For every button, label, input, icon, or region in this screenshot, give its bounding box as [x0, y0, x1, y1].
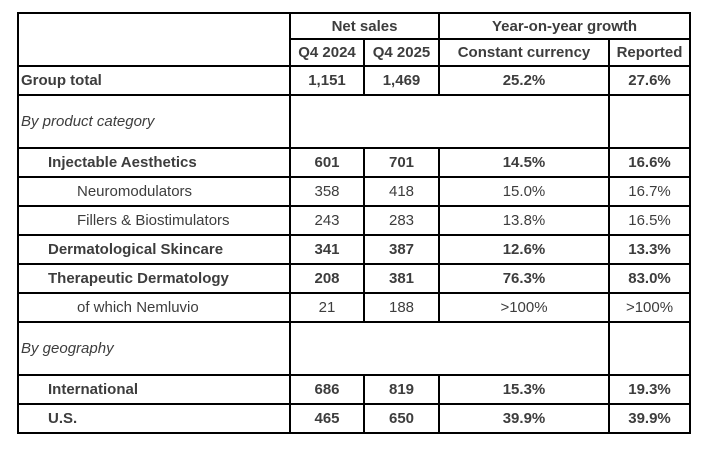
row-label-fillers-biostimulators: Fillers & Biostimulators — [17, 205, 291, 236]
corner-cell — [17, 12, 291, 67]
cell-dermatological-skincare-reported: 13.3% — [607, 234, 692, 265]
table-row-us: U.S. 465 650 39.9% 39.9% — [17, 403, 692, 434]
table-row-therapeutic-dermatology: Therapeutic Dermatology 208 381 76.3% 83.0% — [17, 263, 692, 294]
cell-injectable-aesthetics-reported: 16.6% — [607, 147, 692, 178]
section-spacer-by-product-category-reported — [607, 94, 692, 149]
table-row-neuromodulators: Neuromodulators 358 418 15.0% 16.7% — [17, 176, 692, 207]
row-label-of-which-nemluvio: of which Nemluvio — [17, 292, 291, 323]
table-row-group-total: Group total 1,151 1,469 25.2% 27.6% — [17, 65, 692, 96]
header-group-row: Net sales Year-on-year growth — [17, 12, 692, 67]
cell-us-q4-2024: 465 — [289, 403, 365, 434]
row-label-by-product-category: By product category — [17, 94, 291, 149]
column-header-q4-2024: Q4 2024 — [289, 38, 365, 67]
cell-of-which-nemluvio-q4-2024: 21 — [289, 292, 365, 323]
net-sales-growth-table: Net sales Year-on-year growth Q4 2024 Q4… — [17, 12, 692, 434]
cell-group-total-constant-currency: 25.2% — [438, 65, 610, 96]
cell-dermatological-skincare-q4-2024: 341 — [289, 234, 365, 265]
header-columns-row: Q4 2024 Q4 2025 Constant currency Report… — [18, 38, 692, 67]
cell-of-which-nemluvio-q4-2025: 188 — [363, 292, 440, 323]
cell-injectable-aesthetics-constant-currency: 14.5% — [438, 147, 610, 178]
cell-injectable-aesthetics-q4-2025: 701 — [363, 147, 440, 178]
table-row-by-geography: By geography — [17, 321, 692, 376]
cell-fillers-biostimulators-q4-2024: 243 — [289, 205, 365, 236]
cell-neuromodulators-q4-2025: 418 — [363, 176, 440, 207]
table-row-injectable-aesthetics: Injectable Aesthetics 601 701 14.5% 16.6% — [17, 147, 692, 178]
cell-international-reported: 19.3% — [607, 374, 692, 405]
column-header-constant-currency: Constant currency — [438, 38, 610, 67]
cell-us-reported: 39.9% — [607, 403, 692, 434]
cell-neuromodulators-constant-currency: 15.0% — [438, 176, 610, 207]
cell-of-which-nemluvio-constant-currency: >100% — [438, 292, 610, 323]
section-spacer-by-geography — [289, 321, 610, 376]
row-label-by-geography: By geography — [17, 321, 291, 376]
cell-international-q4-2025: 819 — [363, 374, 440, 405]
row-label-group-total: Group total — [17, 65, 291, 96]
cell-neuromodulators-reported: 16.7% — [607, 176, 692, 207]
table-row-of-which-nemluvio: of which Nemluvio 21 188 >100% >100% — [17, 292, 692, 323]
table-row-fillers-biostimulators: Fillers & Biostimulators 243 283 13.8% 16.5% — [17, 205, 692, 236]
table-body: Group total 1,151 1,469 25.2% 27.6% By produc… — [17, 65, 692, 434]
cell-dermatological-skincare-q4-2025: 387 — [363, 234, 440, 265]
cell-therapeutic-dermatology-constant-currency: 76.3% — [438, 263, 610, 294]
cell-group-total-q4-2025: 1,469 — [363, 65, 440, 96]
row-label-injectable-aesthetics: Injectable Aesthetics — [17, 147, 291, 178]
column-header-q4-2025: Q4 2025 — [363, 38, 440, 67]
cell-us-q4-2025: 650 — [363, 403, 440, 434]
column-header-reported: Reported — [607, 38, 692, 67]
cell-of-which-nemluvio-reported: >100% — [607, 292, 692, 323]
table-row-dermatological-skincare: Dermatological Skincare 341 387 12.6% 13.3% — [17, 234, 692, 265]
cell-us-constant-currency: 39.9% — [438, 403, 610, 434]
row-label-international: International — [17, 374, 291, 405]
cell-fillers-biostimulators-q4-2025: 283 — [363, 205, 440, 236]
cell-international-constant-currency: 15.3% — [438, 374, 610, 405]
section-spacer-by-product-category — [289, 94, 610, 149]
cell-fillers-biostimulators-constant-currency: 13.8% — [438, 205, 610, 236]
row-label-neuromodulators: Neuromodulators — [17, 176, 291, 207]
cell-therapeutic-dermatology-q4-2024: 208 — [289, 263, 365, 294]
table-row-by-product-category: By product category — [17, 94, 692, 149]
row-label-us: U.S. — [17, 403, 291, 434]
net-sales-header: Net sales — [289, 12, 440, 40]
row-label-dermatological-skincare: Dermatological Skincare — [17, 234, 291, 265]
cell-therapeutic-dermatology-reported: 83.0% — [607, 263, 692, 294]
yoy-growth-header: Year-on-year growth — [437, 12, 692, 40]
cell-therapeutic-dermatology-q4-2025: 381 — [363, 263, 440, 294]
table-row-international: International 686 819 15.3% 19.3% — [17, 374, 692, 405]
section-spacer-by-geography-reported — [607, 321, 692, 376]
cell-fillers-biostimulators-reported: 16.5% — [607, 205, 692, 236]
cell-group-total-reported: 27.6% — [607, 65, 692, 96]
cell-dermatological-skincare-constant-currency: 12.6% — [438, 234, 610, 265]
cell-injectable-aesthetics-q4-2024: 601 — [289, 147, 365, 178]
cell-international-q4-2024: 686 — [289, 374, 365, 405]
cell-neuromodulators-q4-2024: 358 — [289, 176, 365, 207]
row-label-therapeutic-dermatology: Therapeutic Dermatology — [17, 263, 291, 294]
cell-group-total-q4-2024: 1,151 — [289, 65, 365, 96]
